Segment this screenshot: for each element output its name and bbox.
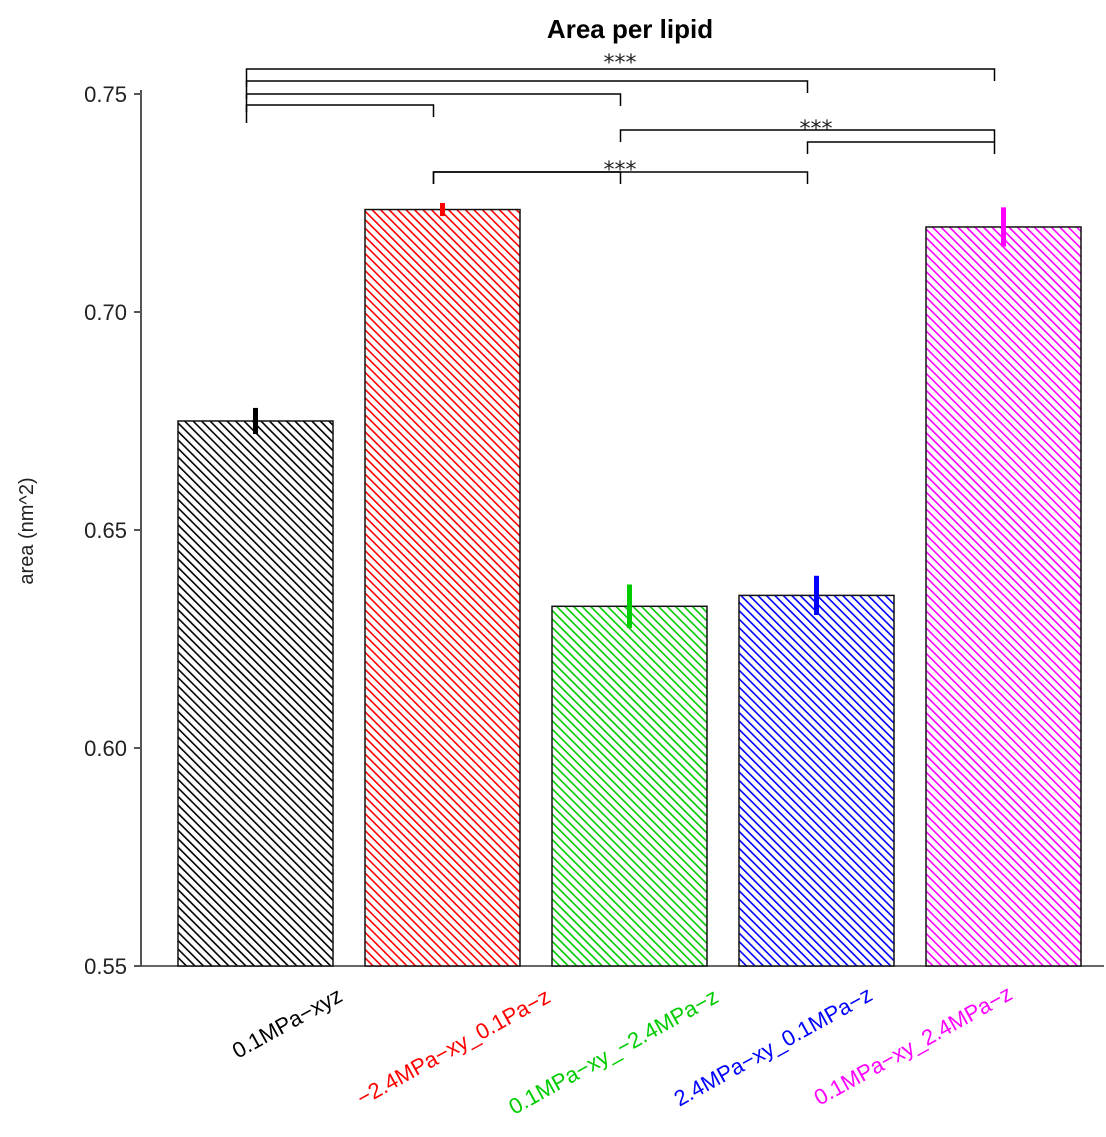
bar-0 — [177, 420, 334, 967]
y-tick-label: 0.55 — [84, 954, 127, 979]
bars-group — [177, 208, 1082, 967]
significance-label: *** — [604, 51, 637, 76]
y-axis: 0.55 0.60 0.65 0.70 0.75 — [84, 82, 142, 979]
chart-title: Area per lipid — [547, 14, 713, 44]
significance-bracket — [245, 104, 435, 123]
y-axis-label: area (nm^2) — [16, 477, 38, 584]
y-tick-label: 0.60 — [84, 736, 127, 761]
significance-bracket — [432, 171, 809, 184]
significance-bracket — [245, 93, 622, 112]
significance-label: *** — [800, 117, 833, 142]
significance-bracket — [806, 141, 996, 154]
significance-bracket — [432, 171, 622, 184]
significance-bracket — [245, 80, 809, 99]
category-labels-group: 0.1MPa−xyz −2.4MPa−xy_0.1Pa−z0.1MPa−xy_−2… — [228, 981, 1017, 1120]
significance-bracket — [619, 129, 996, 142]
bar-2 — [551, 605, 708, 967]
bar-4 — [925, 226, 1082, 967]
significance-group: *** *** *** — [245, 51, 996, 184]
significance-bracket — [245, 68, 996, 87]
y-tick-label: 0.70 — [84, 300, 127, 325]
bar-3 — [738, 594, 895, 967]
bar-1 — [364, 208, 521, 967]
y-tick-label: 0.65 — [84, 518, 127, 543]
category-label-0: 0.1MPa−xyz — [228, 983, 347, 1064]
significance-label: *** — [604, 158, 637, 183]
y-tick-label: 0.75 — [84, 82, 127, 107]
error-bars-group — [253, 203, 1006, 629]
